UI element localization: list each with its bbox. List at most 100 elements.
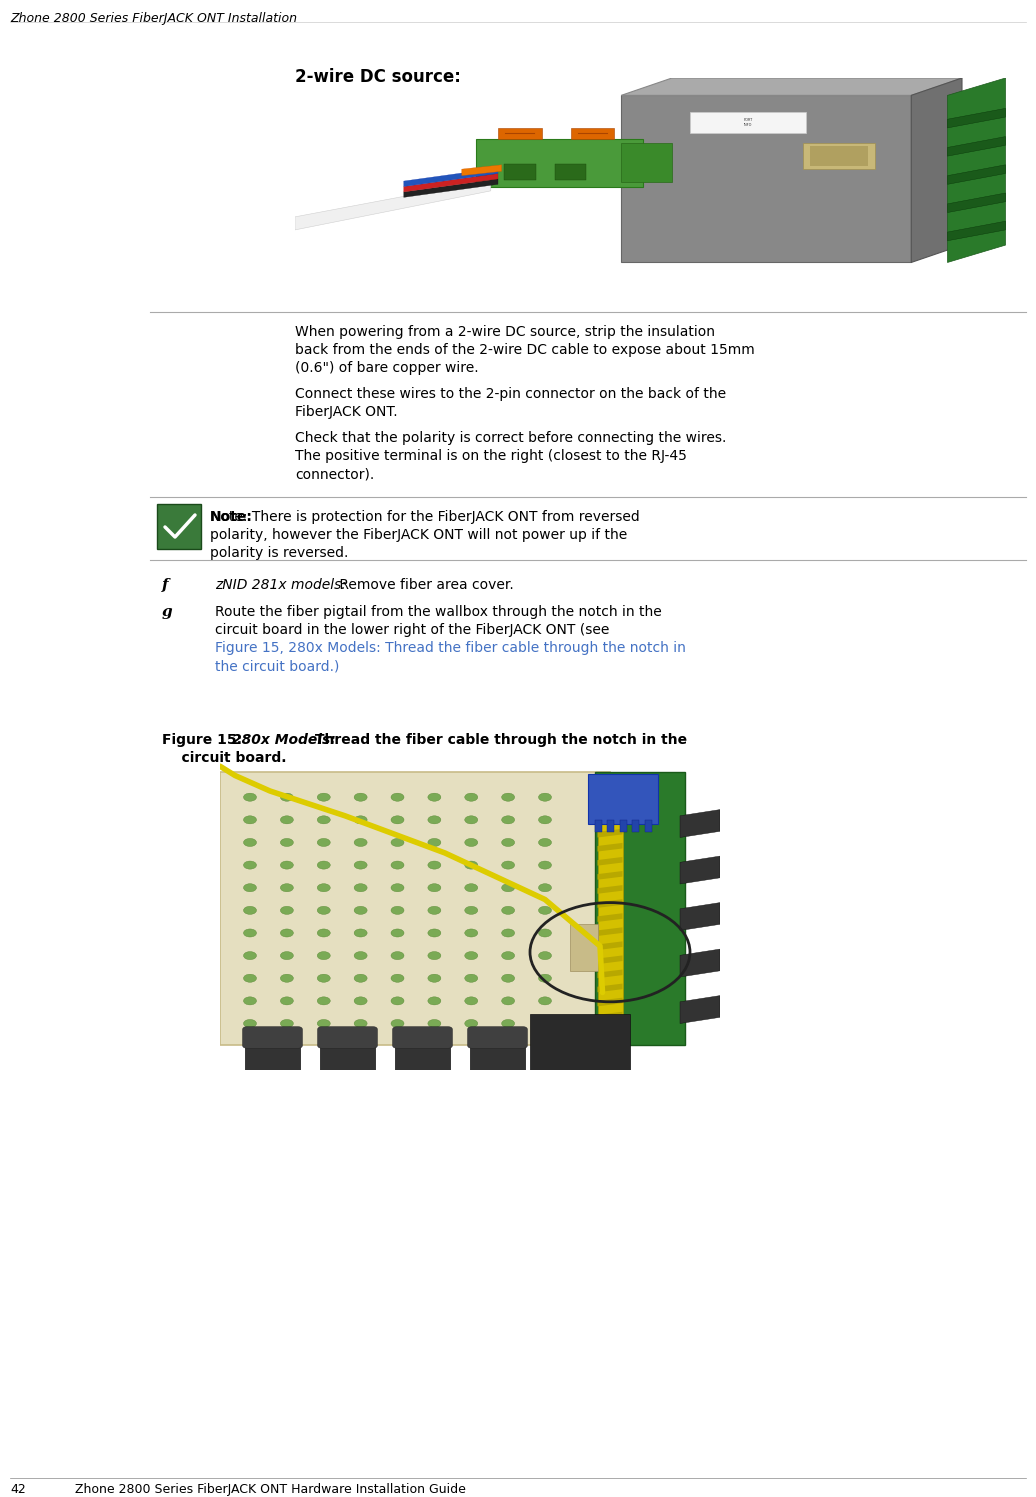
Circle shape bbox=[354, 816, 367, 823]
Polygon shape bbox=[598, 885, 623, 894]
Circle shape bbox=[243, 838, 257, 846]
Polygon shape bbox=[598, 871, 623, 880]
Circle shape bbox=[243, 883, 257, 892]
Circle shape bbox=[428, 816, 441, 823]
Text: The positive terminal is on the right (closest to the RJ-45: The positive terminal is on the right (c… bbox=[295, 449, 687, 463]
Circle shape bbox=[281, 838, 293, 846]
Circle shape bbox=[243, 793, 257, 801]
Circle shape bbox=[465, 883, 478, 892]
Text: zNID 281x models:: zNID 281x models: bbox=[215, 578, 346, 591]
Circle shape bbox=[539, 816, 551, 823]
Circle shape bbox=[243, 816, 257, 823]
Polygon shape bbox=[320, 1033, 375, 1070]
Text: Figure 15, 280x Models: Thread the fiber cable through the notch in: Figure 15, 280x Models: Thread the fiber… bbox=[215, 641, 686, 656]
Circle shape bbox=[501, 930, 515, 937]
FancyBboxPatch shape bbox=[393, 1027, 453, 1048]
Circle shape bbox=[428, 1019, 441, 1027]
Text: Zhone 2800 Series FiberJACK ONT Installation: Zhone 2800 Series FiberJACK ONT Installa… bbox=[10, 12, 297, 25]
Circle shape bbox=[391, 930, 404, 937]
Circle shape bbox=[391, 883, 404, 892]
Polygon shape bbox=[404, 174, 498, 192]
Polygon shape bbox=[498, 127, 542, 139]
FancyBboxPatch shape bbox=[598, 822, 623, 1024]
Text: Route the fiber pigtail from the wallbox through the notch in the: Route the fiber pigtail from the wallbox… bbox=[215, 605, 662, 618]
Text: Zhone 2800 Series FiberJACK ONT Hardware Installation Guide: Zhone 2800 Series FiberJACK ONT Hardware… bbox=[75, 1484, 466, 1496]
Circle shape bbox=[465, 997, 478, 1004]
Circle shape bbox=[281, 1019, 293, 1027]
Circle shape bbox=[243, 997, 257, 1004]
Circle shape bbox=[391, 952, 404, 960]
Circle shape bbox=[501, 1019, 515, 1027]
Polygon shape bbox=[598, 913, 623, 922]
Circle shape bbox=[391, 975, 404, 982]
Circle shape bbox=[317, 793, 330, 801]
Polygon shape bbox=[948, 108, 1006, 127]
Polygon shape bbox=[948, 78, 1006, 262]
Circle shape bbox=[354, 883, 367, 892]
Polygon shape bbox=[244, 1033, 300, 1070]
Circle shape bbox=[539, 997, 551, 1004]
Circle shape bbox=[317, 906, 330, 915]
Circle shape bbox=[354, 952, 367, 960]
Circle shape bbox=[317, 861, 330, 870]
FancyBboxPatch shape bbox=[632, 820, 639, 832]
Polygon shape bbox=[470, 1033, 525, 1070]
Circle shape bbox=[539, 793, 551, 801]
Circle shape bbox=[317, 930, 330, 937]
Polygon shape bbox=[598, 984, 623, 993]
Circle shape bbox=[243, 906, 257, 915]
Text: 2-wire DC source:: 2-wire DC source: bbox=[295, 67, 461, 85]
Circle shape bbox=[354, 930, 367, 937]
Polygon shape bbox=[598, 997, 623, 1006]
Circle shape bbox=[539, 930, 551, 937]
Text: Figure 15:: Figure 15: bbox=[162, 734, 252, 747]
Text: Remove fiber area cover.: Remove fiber area cover. bbox=[335, 578, 514, 591]
Polygon shape bbox=[571, 127, 614, 139]
Circle shape bbox=[501, 952, 515, 960]
Circle shape bbox=[391, 861, 404, 870]
Polygon shape bbox=[477, 139, 643, 187]
Text: g: g bbox=[162, 605, 173, 618]
Polygon shape bbox=[680, 856, 720, 885]
Circle shape bbox=[465, 838, 478, 846]
Circle shape bbox=[539, 838, 551, 846]
Circle shape bbox=[354, 861, 367, 870]
Circle shape bbox=[428, 883, 441, 892]
Circle shape bbox=[281, 975, 293, 982]
Text: f: f bbox=[162, 578, 169, 591]
Circle shape bbox=[243, 975, 257, 982]
Polygon shape bbox=[803, 144, 875, 169]
Circle shape bbox=[428, 930, 441, 937]
Polygon shape bbox=[598, 843, 623, 852]
Circle shape bbox=[428, 952, 441, 960]
Polygon shape bbox=[295, 180, 491, 231]
Polygon shape bbox=[598, 955, 623, 964]
Circle shape bbox=[428, 975, 441, 982]
Polygon shape bbox=[404, 180, 498, 198]
Text: circuit board.: circuit board. bbox=[162, 751, 287, 765]
Text: polarity is reversed.: polarity is reversed. bbox=[210, 546, 348, 560]
Circle shape bbox=[465, 930, 478, 937]
Polygon shape bbox=[598, 900, 623, 907]
Circle shape bbox=[539, 883, 551, 892]
Circle shape bbox=[465, 793, 478, 801]
Text: Connect these wires to the 2-pin connector on the back of the: Connect these wires to the 2-pin connect… bbox=[295, 388, 726, 401]
Circle shape bbox=[281, 816, 293, 823]
Circle shape bbox=[539, 975, 551, 982]
FancyBboxPatch shape bbox=[467, 1027, 527, 1048]
Circle shape bbox=[465, 816, 478, 823]
Polygon shape bbox=[598, 970, 623, 978]
Text: Check that the polarity is correct before connecting the wires.: Check that the polarity is correct befor… bbox=[295, 431, 726, 445]
Text: circuit board in the lower right of the FiberJACK ONT (see: circuit board in the lower right of the … bbox=[215, 623, 609, 638]
Circle shape bbox=[354, 793, 367, 801]
FancyBboxPatch shape bbox=[595, 772, 685, 1045]
FancyBboxPatch shape bbox=[644, 820, 652, 832]
Polygon shape bbox=[810, 147, 868, 166]
Circle shape bbox=[281, 906, 293, 915]
Circle shape bbox=[539, 1019, 551, 1027]
Circle shape bbox=[501, 883, 515, 892]
FancyBboxPatch shape bbox=[317, 1027, 377, 1048]
Polygon shape bbox=[948, 193, 1006, 213]
Polygon shape bbox=[680, 903, 720, 931]
Text: (0.6") of bare copper wire.: (0.6") of bare copper wire. bbox=[295, 361, 479, 376]
